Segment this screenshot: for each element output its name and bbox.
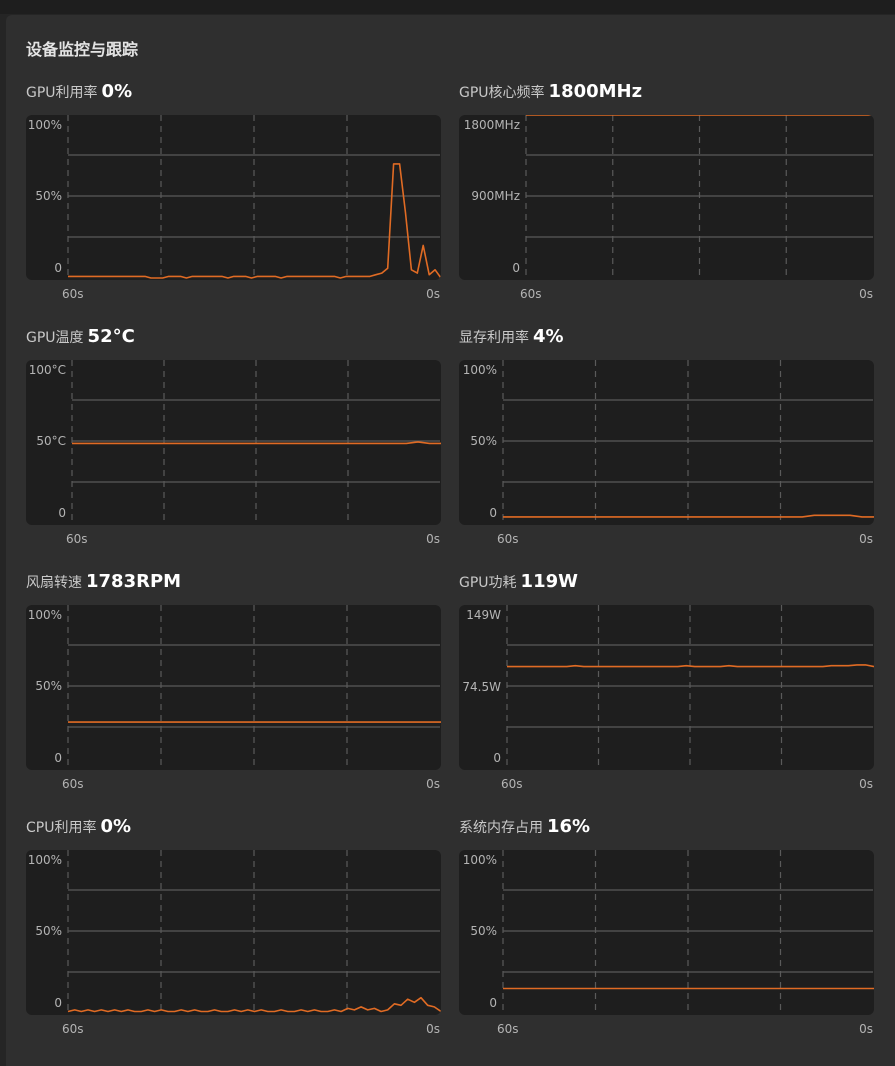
metric-label: CPU利用率: [26, 820, 97, 836]
chart-svg: [71, 360, 441, 525]
y-label-mid: 50%: [470, 434, 497, 448]
top-bar: [0, 0, 895, 14]
metric-card-6: CPU利用率 0% 100% 50% 0 60s 0s: [26, 815, 441, 1045]
metric-card-5: GPU功耗 119W 149W 74.5W 0 60s 0s: [459, 570, 874, 800]
y-label-top: 100%: [462, 363, 497, 377]
y-label-bottom: 0: [54, 996, 62, 1010]
x-label-end: 0s: [859, 287, 873, 301]
x-label-start: 60s: [520, 287, 542, 301]
chart-svg: [67, 850, 441, 1015]
metric-header: GPU功耗 119W: [459, 570, 578, 594]
line-chart: 100% 50% 0: [26, 115, 441, 280]
y-label-mid: 50%: [470, 924, 497, 938]
metric-label: GPU功耗: [459, 575, 517, 591]
line-chart: 100% 50% 0: [26, 850, 441, 1015]
y-label-bottom: 0: [489, 506, 497, 520]
y-label-mid: 900MHz: [471, 189, 520, 203]
chart-svg: [506, 605, 874, 770]
metric-header: GPU利用率 0%: [26, 80, 132, 104]
x-label-end: 0s: [859, 532, 873, 546]
x-label-end: 0s: [426, 1022, 440, 1036]
y-label-bottom: 0: [54, 751, 62, 765]
metric-card-0: GPU利用率 0% 100% 50% 0 60s 0s: [26, 80, 441, 310]
metric-header: 显存利用率 4%: [459, 325, 564, 349]
x-label-start: 60s: [62, 777, 84, 791]
x-label-start: 60s: [62, 287, 84, 301]
y-label-top: 100%: [27, 118, 62, 132]
metric-label: GPU利用率: [26, 85, 98, 101]
metric-value: 16%: [547, 816, 591, 837]
chart-svg: [67, 115, 441, 280]
series-line: [72, 441, 441, 445]
series-line: [67, 996, 441, 1013]
x-label-end: 0s: [859, 777, 873, 791]
y-label-mid: 50%: [35, 189, 62, 203]
line-chart: 100% 50% 0: [26, 605, 441, 770]
metric-header: CPU利用率 0%: [26, 815, 131, 839]
y-label-mid: 50%: [35, 924, 62, 938]
chart-svg: [525, 115, 874, 280]
line-chart: 100% 50% 0: [459, 850, 874, 1015]
panel-title: 设备监控与跟踪: [26, 40, 139, 59]
metric-value: 119W: [520, 571, 578, 592]
series-line: [503, 514, 874, 518]
metric-label: GPU核心频率: [459, 85, 545, 101]
metric-value: 1783RPM: [86, 571, 182, 592]
line-chart: 1800MHz 900MHz 0: [459, 115, 874, 280]
metric-card-7: 系统内存占用 16% 100% 50% 0 60s 0s: [459, 815, 874, 1045]
y-label-mid: 50°C: [36, 434, 66, 448]
y-label-top: 1800MHz: [463, 118, 520, 132]
y-label-bottom: 0: [489, 996, 497, 1010]
line-chart: 100% 50% 0: [459, 360, 874, 525]
metric-value: 1800MHz: [548, 81, 643, 102]
chart-svg: [67, 605, 441, 770]
metric-value: 0%: [101, 81, 133, 102]
metric-card-4: 风扇转速 1783RPM 100% 50% 0 60s 0s: [26, 570, 441, 800]
x-label-start: 60s: [497, 1022, 519, 1036]
metric-label: 显存利用率: [459, 330, 529, 346]
y-label-mid: 50%: [35, 679, 62, 693]
metric-label: GPU温度: [26, 330, 84, 346]
y-label-bottom: 0: [512, 261, 520, 275]
y-label-top: 100°C: [28, 363, 66, 377]
x-label-end: 0s: [426, 532, 440, 546]
chart-svg: [502, 360, 874, 525]
metric-label: 系统内存占用: [459, 820, 543, 836]
metric-header: 风扇转速 1783RPM: [26, 570, 181, 594]
metric-card-1: GPU核心频率 1800MHz 1800MHz 900MHz 0 60s 0s: [459, 80, 874, 310]
x-label-start: 60s: [66, 532, 88, 546]
x-label-start: 60s: [62, 1022, 84, 1036]
y-label-mid: 74.5W: [462, 680, 501, 694]
y-label-top: 100%: [27, 608, 62, 622]
metric-header: GPU温度 52°C: [26, 325, 135, 349]
series-line: [507, 664, 874, 668]
x-label-start: 60s: [497, 532, 519, 546]
y-label-bottom: 0: [54, 261, 62, 275]
metric-header: GPU核心频率 1800MHz: [459, 80, 642, 104]
chart-svg: [502, 850, 874, 1015]
metric-value: 52°C: [87, 326, 135, 347]
y-label-top: 100%: [27, 853, 62, 867]
metric-value: 0%: [100, 816, 132, 837]
metric-card-2: GPU温度 52°C 100°C 50°C 0 60s 0s: [26, 325, 441, 555]
metric-card-3: 显存利用率 4% 100% 50% 0 60s 0s: [459, 325, 874, 555]
x-label-end: 0s: [859, 1022, 873, 1036]
line-chart: 149W 74.5W 0: [459, 605, 874, 770]
y-label-bottom: 0: [58, 506, 66, 520]
metric-label: 风扇转速: [26, 575, 82, 591]
y-label-top: 149W: [466, 608, 501, 622]
x-label-start: 60s: [501, 777, 523, 791]
y-label-top: 100%: [462, 853, 497, 867]
metric-header: 系统内存占用 16%: [459, 815, 590, 839]
x-label-end: 0s: [426, 777, 440, 791]
line-chart: 100°C 50°C 0: [26, 360, 441, 525]
metric-value: 4%: [533, 326, 564, 347]
series-line: [68, 163, 441, 279]
y-label-bottom: 0: [493, 751, 501, 765]
x-label-end: 0s: [426, 287, 440, 301]
